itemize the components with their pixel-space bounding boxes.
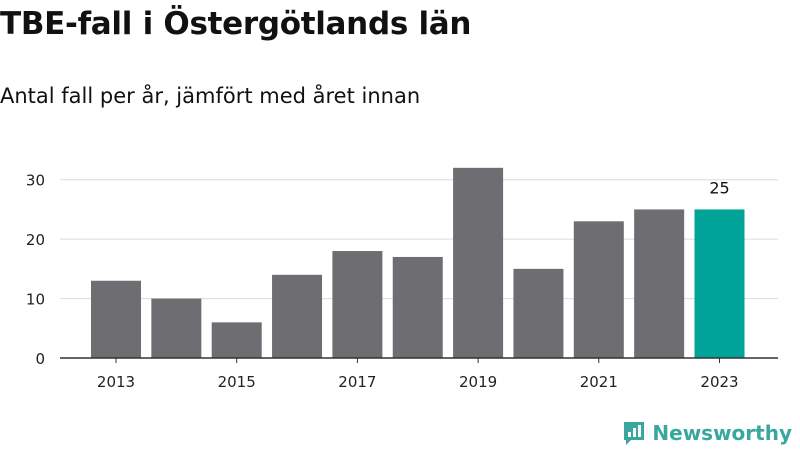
y-tick-label: 30: [26, 172, 45, 190]
bar-2016: [272, 274, 323, 358]
x-tick-label: 2015: [218, 373, 256, 391]
x-tick-label: 2023: [700, 373, 738, 391]
bar-2013: [91, 280, 141, 358]
x-tick-label: 2013: [97, 373, 135, 391]
x-tick-label: 2021: [580, 373, 618, 391]
bar-2023: [694, 209, 745, 358]
bar-chart: 0 10 20 30 2013 2015 2017 2019 2021 2023 25: [26, 167, 778, 391]
x-tick-label: 2017: [338, 373, 376, 391]
y-tick-label: 0: [35, 350, 45, 368]
bar-2018: [392, 256, 443, 358]
chart-subtitle: Antal fall per år, jämfört med året inna…: [0, 84, 421, 108]
bar-2019: [453, 167, 504, 358]
chart-title: TBE-fall i Östergötlands län: [0, 6, 472, 42]
bar-2022: [634, 209, 685, 358]
data-label: 25: [709, 178, 729, 197]
bar-2014: [151, 298, 202, 358]
bar-2017: [332, 251, 383, 358]
bar-2020: [513, 268, 564, 358]
newsworthy-logo-icon: [624, 422, 645, 445]
bar-2015: [211, 322, 262, 358]
newsworthy-brand: Newsworthy: [622, 420, 792, 446]
x-tick-label: 2019: [459, 373, 497, 391]
y-tick-label: 20: [26, 231, 45, 249]
y-tick-label: 10: [26, 291, 45, 309]
brand-name: Newsworthy: [652, 421, 792, 445]
bar-2021: [573, 221, 624, 358]
